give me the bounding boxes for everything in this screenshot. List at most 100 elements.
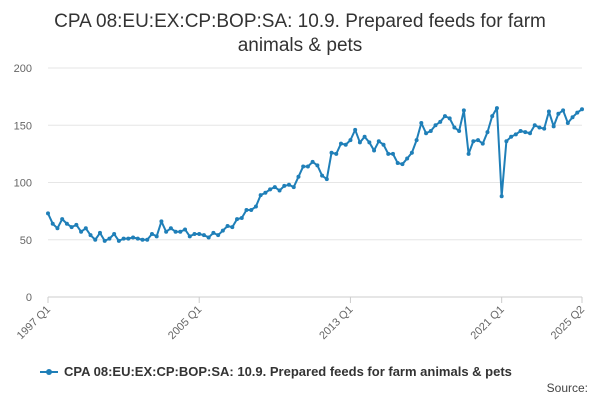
data-point[interactable] xyxy=(192,232,197,237)
data-point[interactable] xyxy=(442,114,447,119)
data-point[interactable] xyxy=(367,140,372,145)
data-point[interactable] xyxy=(551,124,556,129)
data-point[interactable] xyxy=(381,142,386,147)
data-point[interactable] xyxy=(376,139,381,144)
data-point[interactable] xyxy=(509,134,514,139)
data-point[interactable] xyxy=(461,108,466,113)
data-point[interactable] xyxy=(258,193,263,198)
data-point[interactable] xyxy=(107,236,112,241)
legend[interactable]: CPA 08:EU:EX:CP:BOP:SA: 10.9. Prepared f… xyxy=(40,364,512,379)
data-point[interactable] xyxy=(438,119,443,124)
data-point[interactable] xyxy=(272,185,277,190)
data-point[interactable] xyxy=(362,134,367,139)
data-point[interactable] xyxy=(546,109,551,114)
data-point[interactable] xyxy=(69,225,74,230)
data-point[interactable] xyxy=(121,236,126,241)
data-point[interactable] xyxy=(542,126,547,131)
data-point[interactable] xyxy=(159,219,164,224)
data-point[interactable] xyxy=(310,159,315,164)
data-point[interactable] xyxy=(476,138,481,143)
data-point[interactable] xyxy=(253,204,258,209)
data-point[interactable] xyxy=(225,224,230,229)
data-point[interactable] xyxy=(88,233,93,238)
data-point[interactable] xyxy=(485,130,490,135)
data-point[interactable] xyxy=(178,229,183,234)
data-point[interactable] xyxy=(409,150,414,155)
data-point[interactable] xyxy=(268,187,273,192)
data-point[interactable] xyxy=(164,229,169,234)
data-point[interactable] xyxy=(315,163,320,168)
data-point[interactable] xyxy=(131,235,136,240)
data-point[interactable] xyxy=(145,237,150,242)
data-point[interactable] xyxy=(372,148,377,153)
data-point[interactable] xyxy=(55,226,60,231)
data-point[interactable] xyxy=(466,151,471,156)
data-point[interactable] xyxy=(79,229,84,234)
data-point[interactable] xyxy=(277,188,282,193)
data-point[interactable] xyxy=(518,128,523,133)
data-point[interactable] xyxy=(220,228,225,233)
data-point[interactable] xyxy=(405,156,410,161)
data-point[interactable] xyxy=(93,237,98,242)
data-point[interactable] xyxy=(50,221,55,226)
data-point[interactable] xyxy=(575,110,580,115)
data-point[interactable] xyxy=(97,230,102,235)
data-point[interactable] xyxy=(149,232,154,237)
data-point[interactable] xyxy=(447,116,452,121)
data-point[interactable] xyxy=(201,233,206,238)
data-point[interactable] xyxy=(83,226,88,231)
data-point[interactable] xyxy=(102,238,107,243)
data-point[interactable] xyxy=(334,151,339,156)
data-point[interactable] xyxy=(173,229,178,234)
data-point[interactable] xyxy=(324,177,329,182)
data-point[interactable] xyxy=(565,120,570,125)
data-point[interactable] xyxy=(523,130,528,135)
data-point[interactable] xyxy=(329,150,334,155)
data-point[interactable] xyxy=(211,230,216,235)
data-point[interactable] xyxy=(528,131,533,136)
data-point[interactable] xyxy=(400,162,405,167)
data-point[interactable] xyxy=(480,141,485,146)
data-point[interactable] xyxy=(513,132,518,137)
data-point[interactable] xyxy=(424,131,429,136)
data-point[interactable] xyxy=(230,225,235,230)
data-point[interactable] xyxy=(386,151,391,156)
data-point[interactable] xyxy=(116,238,121,243)
data-point[interactable] xyxy=(348,138,353,143)
data-point[interactable] xyxy=(301,164,306,169)
data-point[interactable] xyxy=(490,114,495,119)
data-point[interactable] xyxy=(168,226,173,231)
data-point[interactable] xyxy=(46,211,50,216)
data-point[interactable] xyxy=(60,217,65,222)
data-point[interactable] xyxy=(452,125,457,130)
data-point[interactable] xyxy=(395,161,400,166)
data-point[interactable] xyxy=(64,221,69,226)
data-point[interactable] xyxy=(320,173,325,178)
data-point[interactable] xyxy=(419,120,424,125)
data-point[interactable] xyxy=(244,207,249,212)
data-point[interactable] xyxy=(353,127,358,132)
data-point[interactable] xyxy=(154,234,159,239)
data-point[interactable] xyxy=(287,182,292,187)
data-point[interactable] xyxy=(282,183,287,188)
data-point[interactable] xyxy=(235,217,240,222)
data-point[interactable] xyxy=(504,139,509,144)
data-point[interactable] xyxy=(343,142,348,147)
data-point[interactable] xyxy=(183,227,188,232)
data-point[interactable] xyxy=(428,128,433,133)
data-point[interactable] xyxy=(457,128,462,133)
data-point[interactable] xyxy=(494,106,499,111)
data-point[interactable] xyxy=(112,232,117,237)
data-point[interactable] xyxy=(74,222,79,227)
data-point[interactable] xyxy=(216,233,221,238)
data-point[interactable] xyxy=(357,140,362,145)
data-point[interactable] xyxy=(570,115,575,120)
data-point[interactable] xyxy=(206,235,211,240)
data-point[interactable] xyxy=(499,194,504,199)
data-point[interactable] xyxy=(561,108,566,113)
data-point[interactable] xyxy=(390,151,395,156)
data-point[interactable] xyxy=(532,123,537,128)
data-point[interactable] xyxy=(433,123,438,128)
data-point[interactable] xyxy=(556,111,561,116)
data-point[interactable] xyxy=(135,236,140,241)
